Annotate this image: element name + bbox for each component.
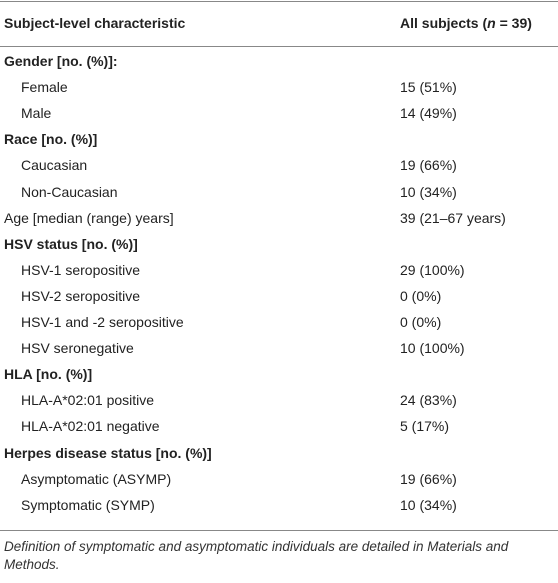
row-value: 14 (49%) <box>400 105 457 122</box>
row-label: HSV seronegative <box>21 340 134 357</box>
row-label: Caucasian <box>21 157 88 174</box>
row-value: 24 (83%) <box>400 392 457 409</box>
row-label: Asymptomatic (ASYMP) <box>21 470 172 487</box>
section-heading: Race [no. (%)] <box>4 131 98 148</box>
header-italic: n <box>487 15 496 31</box>
row-label: HSV-1 and -2 seropositive <box>21 314 184 330</box>
row-value: 19 (66%) <box>400 470 457 487</box>
header-rule <box>0 46 558 47</box>
row-label: HSV-2 seropositive <box>21 287 141 304</box>
row-value: 19 (66%) <box>400 157 457 174</box>
row-value: 10 (34%) <box>400 496 457 513</box>
section-heading: Gender [no. (%)]: <box>4 53 118 69</box>
header-cell: Subject-level characteristic <box>4 15 186 31</box>
row-value: 15 (51%) <box>400 79 457 96</box>
row-label: HSV-1 seropositive <box>21 261 141 278</box>
row-value: 10 (34%) <box>400 183 457 200</box>
row-label: HLA-A*02:01 positive <box>21 392 155 409</box>
row-value: 0 (0%) <box>400 287 442 304</box>
section-heading: HLA [no. (%)] <box>4 366 93 383</box>
bottom-rule <box>0 530 558 531</box>
row-value: 5 (17%) <box>400 418 450 435</box>
header-text: All subjects ( <box>400 15 488 31</box>
section-heading: Herpes disease status [no. (%)] <box>4 444 212 461</box>
section-heading: HSV status [no. (%)] <box>4 235 138 252</box>
row-value: 39 (21–67 years) <box>400 209 506 226</box>
row-label: Age [median (range) years] <box>4 209 174 226</box>
footnote: Definition of symptomatic and asymptomat… <box>4 539 509 572</box>
row-value: 29 (100%) <box>400 261 465 278</box>
header-cell: All subjects (n = 39) <box>400 14 532 32</box>
top-rule <box>0 1 558 2</box>
row-label: Male <box>21 105 52 122</box>
row-label: HLA-A*02:01 negative <box>21 418 160 435</box>
row-label: Female <box>21 79 68 96</box>
header-text: = 39) <box>495 15 532 31</box>
row-value: 10 (100%) <box>400 340 465 357</box>
row-label: Symptomatic (SYMP) <box>21 496 155 513</box>
row-value: 0 (0%) <box>400 314 442 330</box>
row-label: Non-Caucasian <box>21 183 118 200</box>
